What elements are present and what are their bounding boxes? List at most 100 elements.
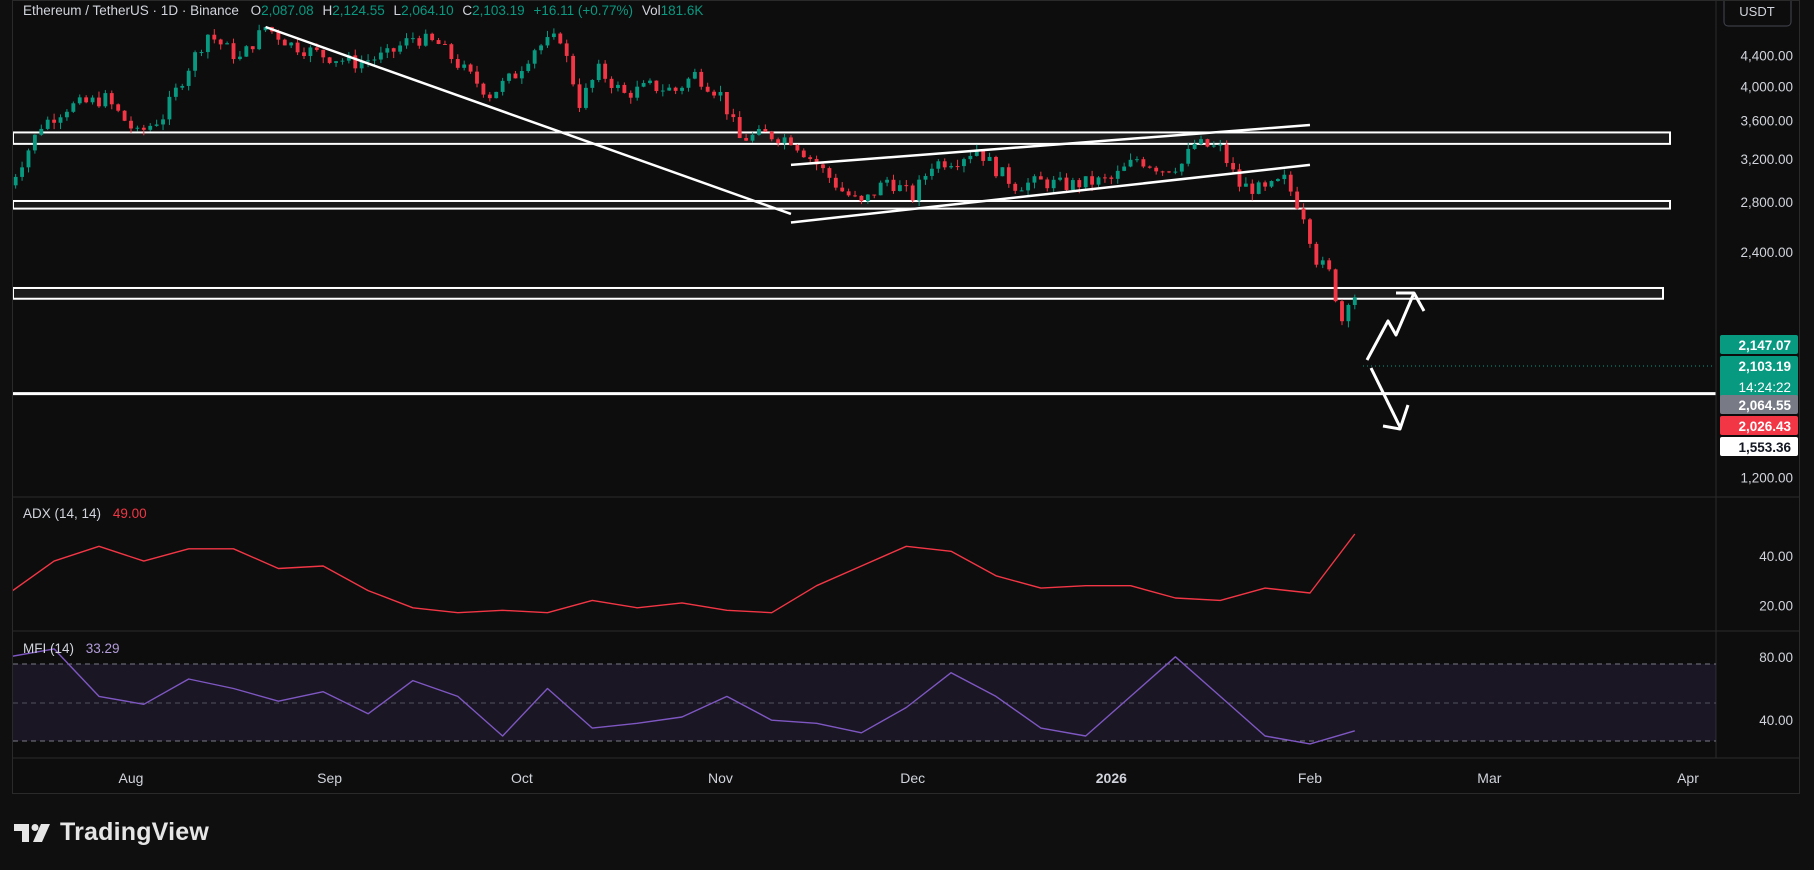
candle-body-202 bbox=[1301, 208, 1306, 220]
candle-body-86 bbox=[558, 33, 563, 44]
candle-body-74 bbox=[481, 83, 486, 95]
candle-body-68 bbox=[443, 43, 447, 45]
candle-body-108 bbox=[699, 71, 704, 87]
chart-frame[interactable]: 40.00 20.00 80.00 40.00 4,400.00 4,000.00 3,6… bbox=[12, 0, 1800, 794]
candle-body-46 bbox=[302, 52, 306, 57]
candle-body-198 bbox=[1276, 179, 1280, 182]
time-tick-Mar: Mar bbox=[1477, 770, 1501, 786]
candle-body-157 bbox=[1013, 183, 1018, 191]
candle-body-118 bbox=[763, 129, 768, 132]
candle-body-187 bbox=[1205, 139, 1210, 147]
price-label-2: 2,064.55 bbox=[1738, 398, 1791, 413]
candle-body-161 bbox=[1038, 176, 1043, 180]
candle-body-56 bbox=[366, 60, 370, 62]
bearish-arrow-head bbox=[1382, 404, 1410, 431]
candle-body-18 bbox=[122, 110, 127, 121]
candle-body-209 bbox=[1346, 304, 1351, 322]
candle-body-111 bbox=[718, 91, 723, 96]
candle-body-106 bbox=[686, 78, 691, 88]
candle-body-78 bbox=[507, 73, 511, 81]
tradingview-logo[interactable]: TradingView bbox=[14, 818, 209, 847]
candle-body-6 bbox=[45, 119, 50, 129]
candle-body-115 bbox=[744, 138, 749, 141]
legend-header: Ethereum / TetherUS · 1D · Binance O2,08… bbox=[23, 3, 703, 18]
price-label-4: 1,553.36 bbox=[1738, 440, 1791, 455]
trendline-2 bbox=[790, 123, 1311, 167]
candle-body-196 bbox=[1263, 182, 1268, 187]
close-value: 2,103.19 bbox=[472, 3, 525, 18]
price-tick-6: 1,200.00 bbox=[1740, 470, 1793, 485]
footer bbox=[0, 794, 1814, 870]
candle-body-174 bbox=[1122, 166, 1127, 171]
candle-body-121 bbox=[782, 137, 787, 144]
candle-body-124 bbox=[801, 150, 806, 158]
price-labels: 2,147.07 2,103.19 14:24:22 2,064.55 2,026.43… bbox=[1720, 335, 1798, 456]
time-tick-Dec: Dec bbox=[900, 770, 925, 786]
candle-body-163 bbox=[1051, 179, 1056, 189]
candle-body-201 bbox=[1295, 191, 1300, 209]
candle-body-154 bbox=[994, 156, 998, 177]
trendline-1 bbox=[265, 25, 792, 216]
candle-body-97 bbox=[628, 92, 633, 98]
candle-body-127 bbox=[821, 164, 825, 169]
price-label-bg-4 bbox=[1720, 437, 1798, 456]
candle-body-183 bbox=[1179, 163, 1184, 172]
candle-body-168 bbox=[1083, 176, 1088, 188]
candle-body-36 bbox=[238, 56, 242, 60]
candle-body-153 bbox=[987, 156, 992, 161]
chart-canvas[interactable]: 40.00 20.00 80.00 40.00 4,400.00 4,000.00 3,6… bbox=[13, 1, 1799, 793]
brand-name: TradingView bbox=[60, 818, 210, 846]
candle-body-83 bbox=[539, 45, 543, 51]
candle-body-130 bbox=[840, 187, 845, 192]
currency-label: USDT bbox=[1739, 4, 1774, 19]
candle-body-17 bbox=[116, 104, 121, 111]
candle-body-176 bbox=[1135, 159, 1139, 161]
candle-body-120 bbox=[776, 139, 781, 144]
time-tick-Aug: Aug bbox=[119, 770, 144, 786]
candle-body-34 bbox=[225, 43, 230, 45]
bullish-arrow-head bbox=[1396, 291, 1426, 312]
trendlines-layer bbox=[265, 25, 1311, 224]
candle-body-146 bbox=[942, 161, 947, 168]
time-tick-Oct: Oct bbox=[511, 770, 533, 786]
candle-body-123 bbox=[795, 145, 800, 151]
candle-body-134 bbox=[865, 194, 870, 202]
candle-body-98 bbox=[635, 86, 640, 98]
candle-body-140 bbox=[904, 185, 909, 187]
candle-body-5 bbox=[39, 128, 44, 135]
candle-body-206 bbox=[1327, 260, 1332, 270]
candle-body-8 bbox=[58, 117, 63, 123]
zones-layer bbox=[13, 131, 1716, 396]
candle-body-200 bbox=[1288, 174, 1293, 192]
candle-body-21 bbox=[141, 127, 146, 130]
volume-value: 181.6K bbox=[661, 3, 704, 18]
price-label-3: 2,026.43 bbox=[1738, 419, 1791, 434]
mfi-title: MFI (14) bbox=[23, 641, 74, 656]
candle-body-104 bbox=[673, 87, 678, 91]
candle-body-24 bbox=[161, 119, 165, 125]
candle-body-87 bbox=[564, 43, 569, 56]
candle-body-75 bbox=[487, 94, 492, 99]
candle-body-122 bbox=[789, 137, 793, 146]
candle-body-80 bbox=[519, 71, 524, 79]
candle-body-166 bbox=[1070, 180, 1075, 190]
candle-body-59 bbox=[385, 48, 390, 53]
adx-legend: ADX (14, 14) 49.00 bbox=[23, 506, 147, 521]
time-tick-Apr: Apr bbox=[1677, 770, 1699, 786]
candle-body-48 bbox=[314, 47, 319, 50]
candle-body-138 bbox=[891, 179, 896, 192]
candle-body-114 bbox=[737, 117, 742, 139]
candle-body-32 bbox=[212, 34, 217, 40]
candle-body-79 bbox=[513, 73, 518, 79]
candle-body-51 bbox=[334, 61, 338, 63]
candle-body-9 bbox=[65, 111, 69, 118]
candle-body-172 bbox=[1109, 177, 1114, 179]
candle-body-55 bbox=[359, 61, 364, 69]
candle-body-89 bbox=[577, 84, 582, 108]
candle-body-29 bbox=[193, 52, 197, 71]
price-label-1: 2,103.19 bbox=[1738, 359, 1791, 374]
candle-body-169 bbox=[1090, 176, 1095, 185]
time-tick-Feb: Feb bbox=[1298, 770, 1322, 786]
candle-body-181 bbox=[1167, 171, 1171, 173]
currency-button[interactable]: USDT bbox=[1723, 1, 1792, 27]
